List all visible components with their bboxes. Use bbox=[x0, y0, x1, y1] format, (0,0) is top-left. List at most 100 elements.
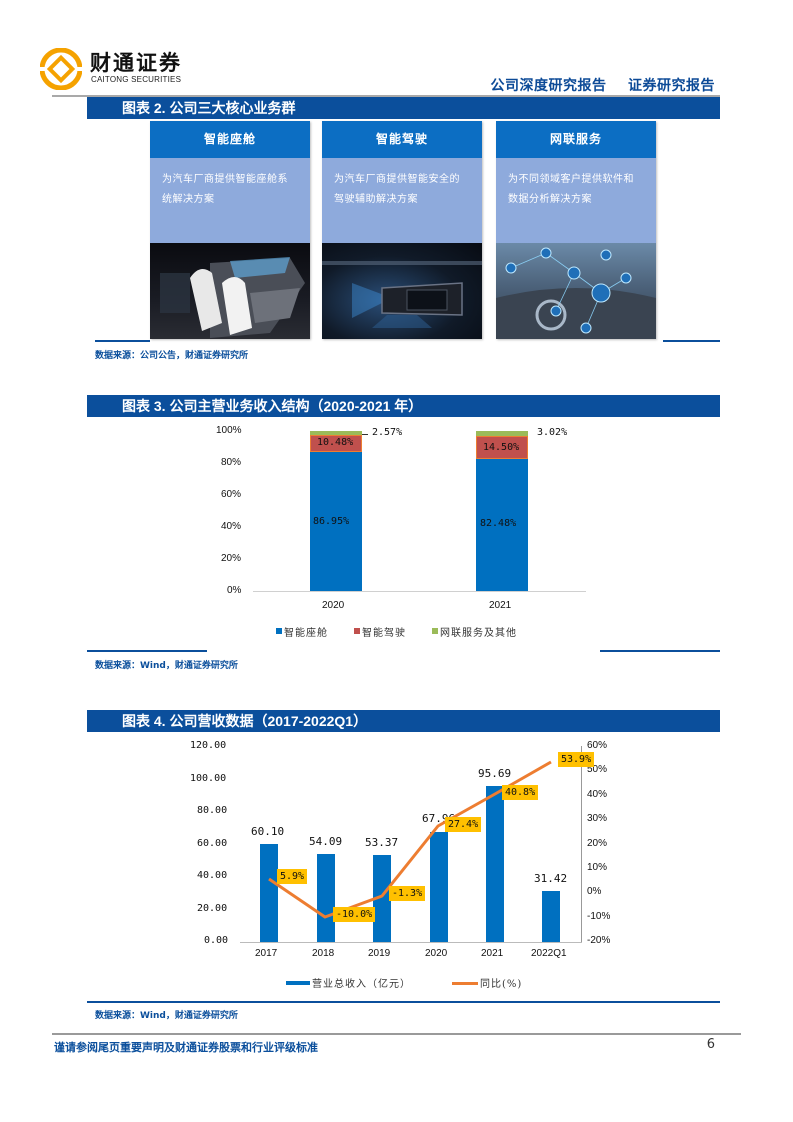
label-2021-driving: 14.50% bbox=[483, 442, 520, 453]
legend-driving: 智能驾驶 bbox=[362, 628, 406, 639]
y-left-tick: 20.00 bbox=[197, 903, 228, 914]
legend-growth: 同比(%) bbox=[480, 979, 523, 990]
figure3-rule-left bbox=[87, 650, 207, 652]
growth-label-2020: 27.4% bbox=[445, 817, 482, 832]
bar-2021 bbox=[486, 786, 504, 942]
legend-swatch-revenue bbox=[286, 981, 310, 985]
x-tick: 2019 bbox=[368, 948, 391, 959]
figure4-title: 图表 4. 公司营收数据（2017-2022Q1） bbox=[87, 710, 720, 732]
x-tick: 2020 bbox=[322, 600, 345, 611]
x-tick: 2020 bbox=[425, 948, 448, 959]
figure2-title: 图表 2. 公司三大核心业务群 bbox=[87, 97, 720, 119]
bar-2020-network bbox=[310, 431, 362, 435]
footer-disclaimer: 谨请参阅尾页重要声明及财通证券股票和行业评级标准 bbox=[54, 1041, 318, 1054]
x-tick: 2017 bbox=[255, 948, 278, 959]
y-right-tick: -20% bbox=[587, 935, 611, 946]
growth-label-2022q1: 53.9% bbox=[558, 752, 595, 767]
bar-2021-network bbox=[476, 431, 528, 436]
connected-services-image bbox=[496, 243, 656, 339]
y-left-tick: 40.00 bbox=[197, 870, 228, 881]
y-tick: 20% bbox=[221, 553, 242, 564]
figure2-rule-right bbox=[663, 340, 720, 342]
y-left-tick: 100.00 bbox=[190, 773, 227, 784]
x-axis-line bbox=[253, 591, 586, 592]
figure2-source: 数据来源：公司公告，财通证券研究所 bbox=[95, 351, 249, 361]
footer-divider bbox=[52, 1033, 741, 1035]
legend-swatch-network bbox=[432, 628, 438, 634]
legend-network: 网联服务及其他 bbox=[440, 628, 517, 639]
x-tick: 2021 bbox=[481, 948, 504, 959]
smart-cockpit-image bbox=[150, 243, 310, 339]
figure3-title: 图表 3. 公司主营业务收入结构（2020-2021 年） bbox=[87, 395, 720, 417]
bar-2022q1 bbox=[542, 891, 560, 942]
card-title: 网联服务 bbox=[496, 121, 656, 158]
legend-swatch-cockpit bbox=[276, 628, 282, 634]
y-right-tick: 0% bbox=[587, 886, 602, 897]
revenue-label-2017: 60.10 bbox=[251, 825, 285, 838]
leader-line bbox=[362, 434, 368, 435]
y-left-tick: 120.00 bbox=[190, 740, 227, 751]
business-card-driving: 智能驾驶 为汽车厂商提供智能安全的驾驶辅助解决方案 bbox=[322, 121, 482, 339]
y-right-tick: 10% bbox=[587, 862, 608, 873]
brand-name-en: CAITONG SECURITIES bbox=[91, 75, 182, 84]
caitong-logo-icon bbox=[40, 48, 82, 90]
y-left-tick: 80.00 bbox=[197, 805, 228, 816]
bar-2021-driving bbox=[476, 436, 528, 459]
y-right-tick: -10% bbox=[587, 911, 611, 922]
bar-2017 bbox=[260, 844, 278, 942]
label-2021-cockpit: 82.48% bbox=[480, 518, 517, 529]
legend-cockpit: 智能座舱 bbox=[284, 628, 328, 639]
y-right-tick: 60% bbox=[587, 740, 608, 751]
y-left-tick: 60.00 bbox=[197, 838, 228, 849]
growth-label-2017: 5.9% bbox=[277, 869, 308, 884]
business-card-network: 网联服务 为不同领域客户提供软件和数据分析解决方案 bbox=[496, 121, 656, 339]
card-description: 为汽车厂商提供智能安全的驾驶辅助解决方案 bbox=[334, 174, 460, 205]
brand-name-cn: 财通证券 bbox=[90, 50, 182, 75]
y-tick: 60% bbox=[221, 489, 242, 500]
bar-2021-cockpit bbox=[476, 459, 528, 591]
revenue-label-2018: 54.09 bbox=[309, 835, 343, 848]
figure4-source: 数据来源：Wind，财通证券研究所 bbox=[95, 1011, 238, 1021]
legend-swatch-driving bbox=[354, 628, 360, 634]
bar-2020 bbox=[430, 832, 448, 942]
revenue-label-2022q1: 31.42 bbox=[534, 872, 568, 885]
page-number: 6 bbox=[706, 1037, 715, 1052]
y-right-tick: 50% bbox=[587, 764, 608, 775]
card-title: 智能驾驶 bbox=[322, 121, 482, 158]
y-left-tick: 0.00 bbox=[204, 935, 229, 946]
bar-2020-cockpit bbox=[310, 452, 362, 591]
figure3-source: 数据来源：Wind，财通证券研究所 bbox=[95, 661, 238, 671]
y-tick: 80% bbox=[221, 457, 242, 468]
card-title: 智能座舱 bbox=[150, 121, 310, 158]
y-right-tick: 30% bbox=[587, 813, 608, 824]
business-card-cockpit: 智能座舱 为汽车厂商提供智能座舱系统解决方案 bbox=[150, 121, 310, 339]
y-tick: 0% bbox=[227, 585, 242, 596]
y-right-axis-line bbox=[581, 746, 582, 942]
growth-label-2021: 40.8% bbox=[502, 785, 539, 800]
bar-2020-driving bbox=[310, 435, 362, 452]
card-description: 为汽车厂商提供智能座舱系统解决方案 bbox=[162, 174, 288, 205]
y-tick: 100% bbox=[216, 425, 242, 436]
x-axis-line bbox=[240, 942, 582, 943]
growth-label-2018: -10.0% bbox=[333, 907, 376, 922]
label-2021-network: 3.02% bbox=[537, 427, 568, 438]
bar-2019 bbox=[373, 855, 391, 942]
label-2020-cockpit: 86.95% bbox=[313, 516, 350, 527]
label-2020-driving: 10.48% bbox=[317, 437, 354, 448]
x-tick: 2018 bbox=[312, 948, 335, 959]
header-divider bbox=[52, 95, 720, 97]
y-right-tick: 40% bbox=[587, 789, 608, 800]
y-tick: 40% bbox=[221, 521, 242, 532]
revenue-label-2021: 95.69 bbox=[478, 767, 512, 780]
legend-revenue: 营业总收入（亿元） bbox=[312, 979, 411, 990]
y-right-tick: 20% bbox=[587, 838, 608, 849]
figure3-rule-right bbox=[600, 650, 720, 652]
smart-driving-image bbox=[322, 243, 482, 339]
growth-label-2019: -1.3% bbox=[389, 886, 426, 901]
bar-2018 bbox=[317, 854, 335, 942]
x-tick: 2021 bbox=[489, 600, 512, 611]
label-2020-network: 2.57% bbox=[372, 427, 403, 438]
figure2-rule-left bbox=[95, 340, 150, 342]
legend-swatch-growth bbox=[452, 982, 478, 985]
revenue-label-2019: 53.37 bbox=[365, 836, 399, 849]
